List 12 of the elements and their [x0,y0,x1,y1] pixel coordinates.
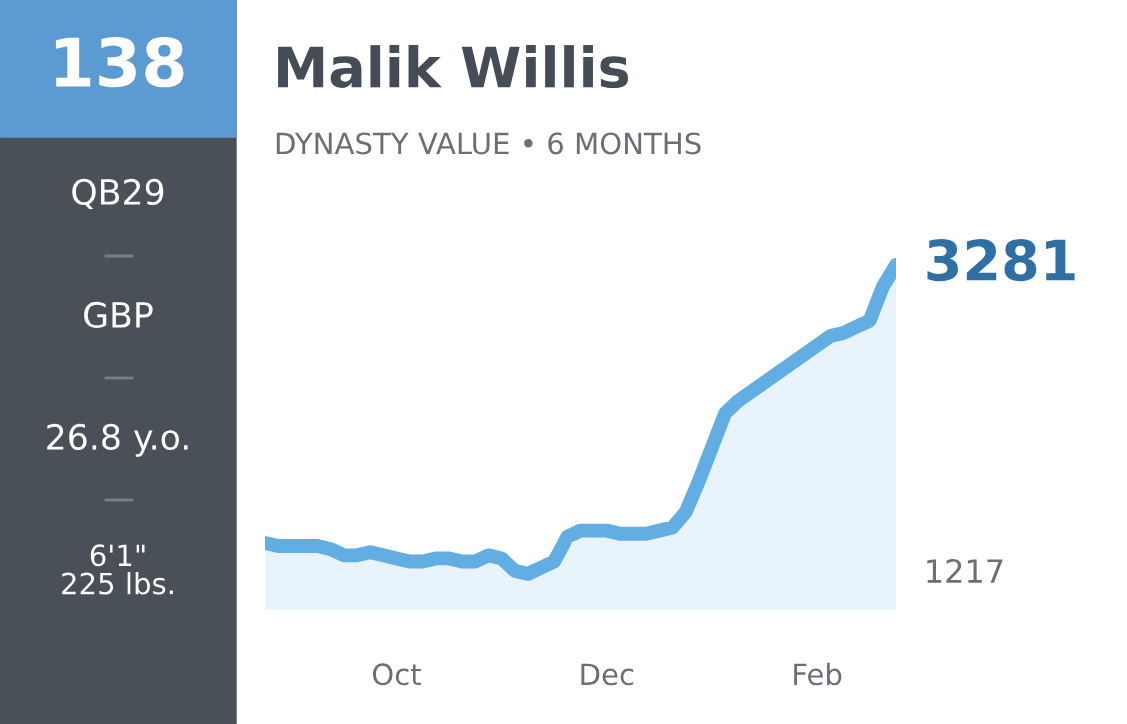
text: 138 [55,36,184,88]
text: GBP [84,301,153,329]
text: 6'1" 225 lbs. [62,544,173,595]
text: 1217 [927,558,1003,583]
text: QB29 [72,178,164,210]
x-tick-label: Dec [581,663,634,686]
chart-title: Malik Willis [278,45,629,89]
x-tick-label: Oct [372,663,421,686]
chart-subtitle: DYNASTY VALUE • 6 MONTHS [276,132,701,155]
text: 3281 [927,239,1075,282]
x-tick-label: Feb [794,662,842,686]
text: 26.8 y.o. [47,423,188,457]
